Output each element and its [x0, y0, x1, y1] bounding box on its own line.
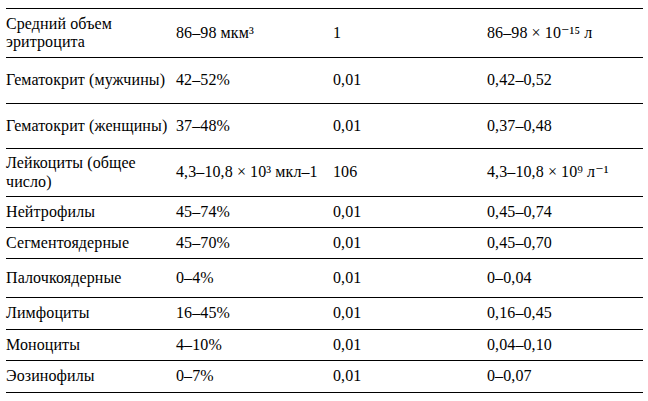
- si-value-cell: 0,45–0,70: [487, 228, 643, 259]
- scanned-page: Средний объем эритроцита 86–98 мкм³ 1 86…: [0, 0, 648, 401]
- conventional-value-cell: 0–7%: [176, 361, 333, 393]
- conversion-factor-cell: 0,01: [333, 197, 487, 228]
- si-value-cell: 0,45–0,74: [487, 197, 643, 228]
- conventional-value-cell: 45–70%: [176, 228, 333, 259]
- conversion-factor-cell: 0,01: [333, 259, 487, 298]
- conversion-factor-cell: 1: [333, 9, 487, 58]
- table-row: Нейтрофилы 45–74% 0,01 0,45–0,74: [6, 197, 643, 228]
- parameter-cell: Средний объем эритроцита: [6, 9, 176, 58]
- parameter-cell: Нейтрофилы: [6, 197, 176, 228]
- parameter-cell: Палочкоядерные: [6, 259, 176, 298]
- si-value-cell: 0–0,04: [487, 259, 643, 298]
- table-row: Палочкоядерные 0–4% 0,01 0–0,04: [6, 259, 643, 298]
- conventional-value-cell: 4–10%: [176, 330, 333, 361]
- si-value-cell: 0,37–0,48: [487, 104, 643, 149]
- conventional-value-cell: 4,3–10,8 × 10³ мкл–1: [176, 149, 333, 197]
- parameter-cell: Лимфоциты: [6, 298, 176, 330]
- table-row: Лейкоциты (общее число) 4,3–10,8 × 10³ м…: [6, 149, 643, 197]
- parameter-cell: Гематокрит (мужчины): [6, 58, 176, 104]
- conversion-factor-cell: 0,01: [333, 298, 487, 330]
- si-value-cell: 0,04–0,10: [487, 330, 643, 361]
- conversion-factor-cell: 0,01: [333, 58, 487, 104]
- lab-reference-table: Средний объем эритроцита 86–98 мкм³ 1 86…: [6, 8, 643, 393]
- si-value-cell: 86–98 × 10⁻¹⁵ л: [487, 9, 643, 58]
- lab-table-body: Средний объем эритроцита 86–98 мкм³ 1 86…: [6, 9, 643, 393]
- conventional-value-cell: 86–98 мкм³: [176, 9, 333, 58]
- table-row: Гематокрит (женщины) 37–48% 0,01 0,37–0,…: [6, 104, 643, 149]
- si-value-cell: 0,16–0,45: [487, 298, 643, 330]
- table-row: Лимфоциты 16–45% 0,01 0,16–0,45: [6, 298, 643, 330]
- table-row: Моноциты 4–10% 0,01 0,04–0,10: [6, 330, 643, 361]
- table-row: Средний объем эритроцита 86–98 мкм³ 1 86…: [6, 9, 643, 58]
- parameter-cell: Гематокрит (женщины): [6, 104, 176, 149]
- parameter-cell: Лейкоциты (общее число): [6, 149, 176, 197]
- conventional-value-cell: 37–48%: [176, 104, 333, 149]
- parameter-cell: Сегментоядерные: [6, 228, 176, 259]
- conversion-factor-cell: 0,01: [333, 330, 487, 361]
- conventional-value-cell: 45–74%: [176, 197, 333, 228]
- parameter-cell: Эозинофилы: [6, 361, 176, 393]
- conversion-factor-cell: 0,01: [333, 361, 487, 393]
- si-value-cell: 0,42–0,52: [487, 58, 643, 104]
- si-value-cell: 4,3–10,8 × 10⁹ л⁻¹: [487, 149, 643, 197]
- parameter-cell: Моноциты: [6, 330, 176, 361]
- conversion-factor-cell: 0,01: [333, 104, 487, 149]
- conversion-factor-cell: 106: [333, 149, 487, 197]
- table-row: Гематокрит (мужчины) 42–52% 0,01 0,42–0,…: [6, 58, 643, 104]
- conventional-value-cell: 16–45%: [176, 298, 333, 330]
- conventional-value-cell: 42–52%: [176, 58, 333, 104]
- si-value-cell: 0–0,07: [487, 361, 643, 393]
- table-row: Эозинофилы 0–7% 0,01 0–0,07: [6, 361, 643, 393]
- conversion-factor-cell: 0,01: [333, 228, 487, 259]
- conventional-value-cell: 0–4%: [176, 259, 333, 298]
- table-row: Сегментоядерные 45–70% 0,01 0,45–0,70: [6, 228, 643, 259]
